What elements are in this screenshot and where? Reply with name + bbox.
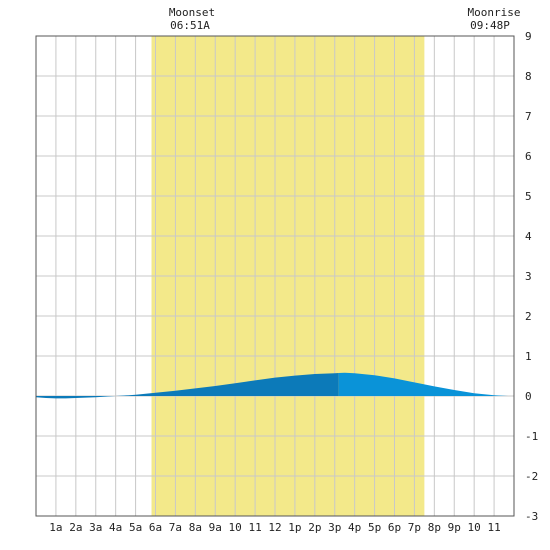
x-tick-label: 2a [69,521,82,534]
x-tick-label: 5p [368,521,381,534]
x-tick-label: 2p [308,521,321,534]
x-tick-label: 1a [49,521,62,534]
moonrise-time: 09:48P [470,19,510,32]
moonset-label: Moonset [169,6,215,19]
x-tick-label: 3a [89,521,102,534]
y-tick-label: -3 [525,510,538,523]
plot-border [35,35,515,517]
x-tick-label: 10 [229,521,242,534]
y-tick-label: 5 [525,190,532,203]
x-tick-label: 5a [129,521,142,534]
y-tick-label: 3 [525,270,532,283]
x-axis-ticks: 1a 2a 3a 4a 5a 6a 7a 8a 9a 10 11 12 1p 2p 3p 4p 5p 6p 7p 8p… [49,521,500,534]
y-tick-label: 9 [525,30,532,43]
moonrise-label: Moonrise [468,6,521,19]
y-tick-label: -1 [525,430,538,443]
y-tick-label: 0 [525,390,532,403]
x-tick-label: 8p [428,521,441,534]
x-tick-label: 11 [487,521,500,534]
x-tick-label: 8a [189,521,202,534]
x-tick-label: 4p [348,521,361,534]
x-tick-label: 4a [109,521,122,534]
x-tick-label: 7a [169,521,182,534]
grid-layer [36,36,514,516]
x-tick-label: 12 [268,521,281,534]
x-tick-label: 9a [209,521,222,534]
x-tick-label: 6p [388,521,401,534]
x-tick-label: 6a [149,521,162,534]
moonset-time: 06:51A [170,19,210,32]
x-tick-label: 10 [468,521,481,534]
tide-area-layer [36,372,509,399]
x-tick-label: 9p [448,521,461,534]
tide-area-falling [36,373,339,399]
x-tick-label: 1p [288,521,301,534]
y-tick-label: 1 [525,350,532,363]
y-axis-ticks: -3 -2 -1 0 1 2 3 4 5 6 7 8 9 [525,30,538,523]
y-tick-label: 4 [525,230,532,243]
y-tick-label: 7 [525,110,532,123]
y-tick-label: 6 [525,150,532,163]
x-tick-label: 11 [248,521,261,534]
x-tick-label: 7p [408,521,421,534]
y-tick-label: 2 [525,310,532,323]
x-tick-label: 3p [328,521,341,534]
y-tick-label: -2 [525,470,538,483]
tide-area-rising [338,372,509,396]
y-tick-label: 8 [525,70,532,83]
